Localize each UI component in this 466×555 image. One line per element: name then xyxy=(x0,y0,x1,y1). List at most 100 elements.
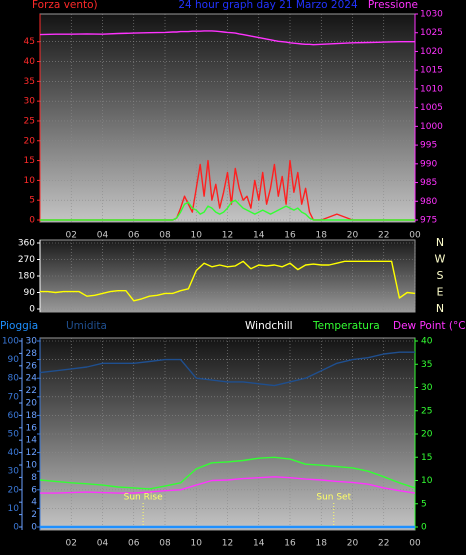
x-tick-label: 10 xyxy=(191,539,203,549)
x-tick-label: 20 xyxy=(347,231,359,241)
y-tick-label: 10 xyxy=(24,176,36,186)
y-tick-label: 980 xyxy=(420,197,437,207)
data-line xyxy=(40,199,415,221)
y-tick-label: 180 xyxy=(18,272,35,282)
y-tick-label: 1020 xyxy=(420,47,443,57)
y-tick-label: 10 xyxy=(26,461,38,471)
x-tick-label: 12 xyxy=(222,539,233,549)
y-tick-label: 40 xyxy=(24,57,36,67)
x-tick-label: 00 xyxy=(409,539,421,549)
y-tick-label: 35 xyxy=(24,77,35,87)
y-tick-label: 40 xyxy=(8,448,20,458)
x-tick-label: 08 xyxy=(159,231,171,241)
y-tick-label: 5 xyxy=(421,499,427,509)
y-tick-label: 2 xyxy=(31,510,37,520)
legend-label: Pioggia xyxy=(0,320,38,332)
data-line xyxy=(39,30,415,46)
y-tick-label: 60 xyxy=(8,411,20,421)
legend-label: Umidita xyxy=(66,320,107,332)
y-tick-label: 0 xyxy=(29,216,35,226)
y-tick-label: 28 xyxy=(26,349,38,359)
x-tick-label: 14 xyxy=(253,539,265,549)
y-tick-label: 26 xyxy=(26,361,38,371)
data-line xyxy=(40,476,416,494)
y-tick-label: 16 xyxy=(26,423,38,433)
legend-label: Temperatura xyxy=(312,320,380,332)
y-tick-label: 975 xyxy=(420,216,437,226)
y-tick-label: 15 xyxy=(24,156,35,166)
data-line xyxy=(40,260,416,302)
y-tick-label: 18 xyxy=(26,411,38,421)
y-tick-label: 0 xyxy=(13,523,19,533)
y-tick-label: 995 xyxy=(420,141,437,151)
x-tick-label: 06 xyxy=(128,539,140,549)
y-tick-label: 14 xyxy=(26,436,38,446)
y-tick-label: 10 xyxy=(421,476,433,486)
y-tick-label: 8 xyxy=(31,473,37,483)
annotation-label: Sun Rise xyxy=(124,493,163,503)
compass-label: N xyxy=(436,302,444,315)
x-tick-label: 14 xyxy=(253,231,265,241)
y-tick-label: 12 xyxy=(26,448,37,458)
y-tick-label: 985 xyxy=(420,178,437,188)
legend-label: Dew Point (°C) xyxy=(393,320,466,332)
x-tick-label: 22 xyxy=(378,231,389,241)
compass-label: N xyxy=(436,236,444,249)
x-tick-label: 16 xyxy=(284,539,296,549)
y-tick-label: 20 xyxy=(421,430,433,440)
y-tick-label: 270 xyxy=(18,255,35,265)
x-tick-label: 02 xyxy=(66,539,77,549)
y-tick-label: 4 xyxy=(31,498,37,508)
compass-label: E xyxy=(437,286,444,299)
y-tick-label: 990 xyxy=(420,159,437,169)
y-tick-label: 80 xyxy=(8,374,20,384)
x-tick-label: 22 xyxy=(378,539,389,549)
y-tick-label: 1010 xyxy=(420,84,443,94)
y-tick-label: 100 xyxy=(2,337,19,347)
y-tick-label: 1015 xyxy=(420,66,443,76)
x-tick-label: 18 xyxy=(316,539,328,549)
x-tick-label: 18 xyxy=(316,231,328,241)
y-tick-label: 15 xyxy=(421,453,432,463)
axis-title: Pressione xyxy=(368,0,418,11)
y-tick-label: 30 xyxy=(421,383,433,393)
y-tick-label: 90 xyxy=(24,288,36,298)
y-tick-label: 90 xyxy=(8,355,20,365)
annotation-label: Sun Set xyxy=(316,493,351,503)
y-tick-label: 10 xyxy=(8,504,20,514)
y-tick-label: 0 xyxy=(421,523,427,533)
y-tick-label: 1025 xyxy=(420,28,443,38)
y-tick-label: 50 xyxy=(8,430,20,440)
y-tick-label: 1000 xyxy=(420,122,443,132)
x-tick-label: 04 xyxy=(97,539,109,549)
compass-label: W xyxy=(435,253,446,266)
axis-title: Forza vento) xyxy=(32,0,98,11)
y-tick-label: 20 xyxy=(8,485,20,495)
y-tick-label: 30 xyxy=(24,97,36,107)
y-tick-label: 6 xyxy=(31,485,37,495)
y-tick-label: 70 xyxy=(8,392,20,402)
y-tick-label: 20 xyxy=(24,136,36,146)
y-tick-label: 45 xyxy=(24,37,35,47)
legend-label: Windchill xyxy=(245,320,293,332)
y-tick-label: 20 xyxy=(26,399,38,409)
x-tick-label: 04 xyxy=(97,231,109,241)
y-tick-label: 360 xyxy=(18,239,35,249)
y-tick-label: 5 xyxy=(29,196,35,206)
x-tick-label: 00 xyxy=(409,231,421,241)
y-tick-label: 22 xyxy=(26,386,37,396)
y-tick-label: 0 xyxy=(31,523,37,533)
x-tick-label: 06 xyxy=(128,231,140,241)
y-tick-label: 25 xyxy=(421,406,432,416)
y-tick-label: 30 xyxy=(26,337,38,347)
y-tick-label: 1005 xyxy=(420,103,443,113)
x-tick-label: 10 xyxy=(191,231,203,241)
data-line xyxy=(39,456,416,490)
y-tick-label: 35 xyxy=(421,360,432,370)
y-tick-label: 25 xyxy=(24,116,35,126)
x-tick-label: 12 xyxy=(222,231,233,241)
y-tick-label: 40 xyxy=(421,337,433,347)
x-tick-label: 08 xyxy=(159,539,171,549)
data-line xyxy=(39,351,415,387)
